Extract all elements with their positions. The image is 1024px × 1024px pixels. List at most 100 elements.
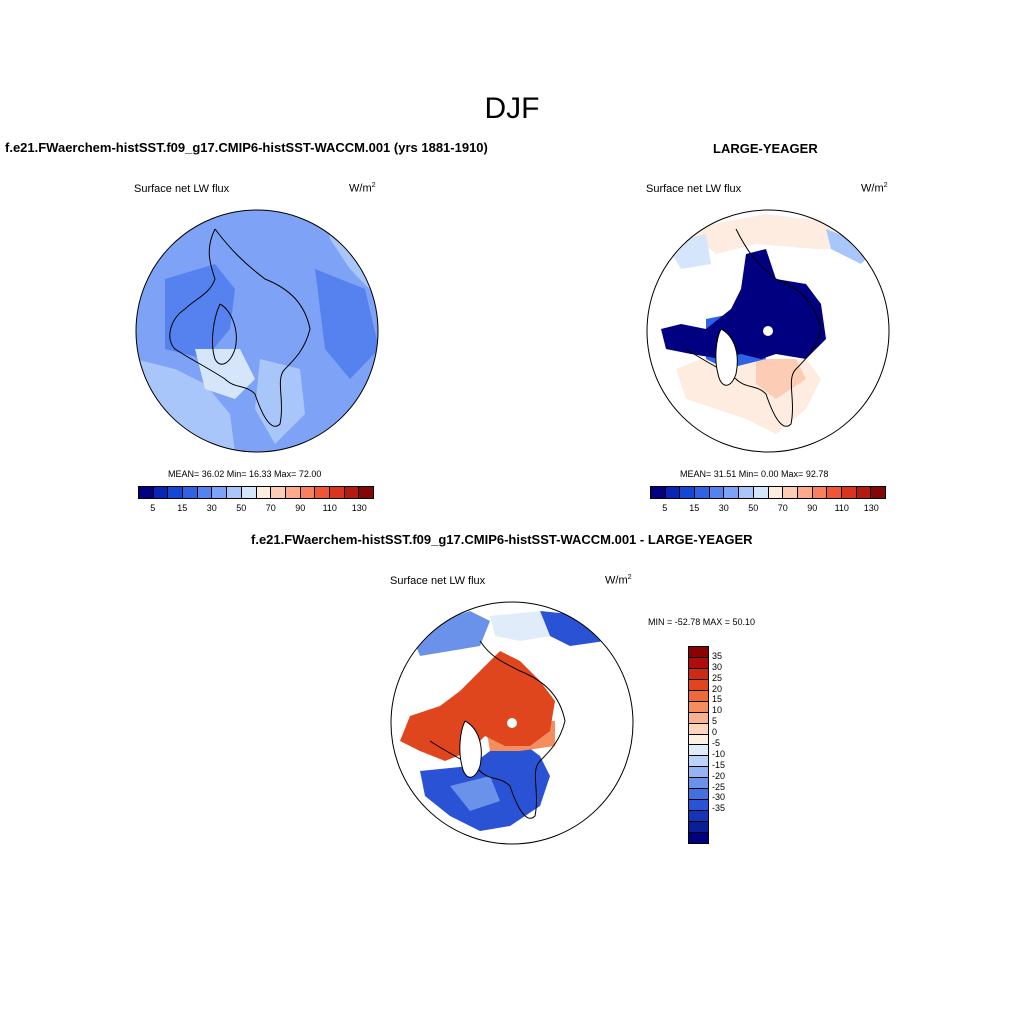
diff-map-coastline (429, 640, 566, 819)
diff-polar-map (390, 601, 634, 845)
right-units-label: W/m2 (861, 182, 888, 195)
left-polar-map (135, 209, 379, 453)
colorbar-box (689, 668, 708, 680)
left-map-coastline (169, 228, 311, 427)
colorbar-tick-label: 130 (351, 503, 367, 513)
left-panel-title: f.e21.FWaerchem-histSST.f09_g17.CMIP6-hi… (5, 140, 488, 155)
colorbar-tick-label: 10 (712, 705, 723, 716)
diff-map-region-cold-s2 (450, 776, 500, 811)
colorbar-box (689, 832, 708, 843)
figure-title: DJF (484, 92, 540, 125)
colorbar-box (856, 487, 872, 498)
colorbar-box (168, 487, 184, 498)
colorbar-box (665, 487, 681, 498)
colorbar-tick-label: 5 (662, 503, 668, 513)
right-colorbar (650, 486, 886, 499)
diff-variable-label: Surface net LW flux (390, 575, 486, 587)
colorbar-box (689, 679, 708, 691)
colorbar-box (315, 487, 330, 498)
colorbar-box (689, 822, 708, 833)
colorbar-box (689, 723, 708, 735)
colorbar-box (256, 487, 272, 498)
colorbar-tick-label: -10 (712, 748, 726, 759)
colorbar-tick-label: -35 (712, 803, 726, 814)
colorbar-box (689, 690, 708, 702)
colorbar-box (689, 811, 708, 822)
colorbar-box (271, 487, 286, 498)
colorbar-tick-label: 110 (322, 503, 337, 513)
left-map-region-dark (165, 264, 235, 359)
colorbar-box (768, 487, 784, 498)
colorbar-box (689, 712, 708, 724)
colorbar-box (329, 487, 345, 498)
diff-map-pole-hole (507, 718, 517, 728)
left-units-label: W/m2 (349, 182, 376, 195)
colorbar-box (689, 701, 708, 713)
colorbar-box (300, 487, 316, 498)
colorbar-box (827, 487, 842, 498)
right-stats: MEAN= 31.51 Min= 0.00 Max= 92.78 (680, 469, 829, 479)
left-map-coastline-greenland (212, 303, 237, 365)
colorbar-box (680, 487, 696, 498)
colorbar-tick-label: -15 (712, 759, 726, 770)
colorbar-box (689, 789, 708, 801)
colorbar-tick-label: 15 (177, 503, 188, 513)
colorbar-box (183, 487, 198, 498)
left-colorbar (138, 486, 374, 499)
colorbar-tick-label: 30 (718, 503, 729, 513)
colorbar-box (689, 657, 708, 669)
colorbar-box (651, 487, 666, 498)
colorbar-tick-label: 130 (863, 503, 879, 513)
colorbar-tick-label: -25 (712, 781, 726, 792)
colorbar-box (695, 487, 710, 498)
left-stats: MEAN= 36.02 Min= 16.33 Max= 72.00 (168, 469, 322, 479)
right-variable-label: Surface net LW flux (646, 183, 742, 195)
colorbar-box (227, 487, 242, 498)
colorbar-box (241, 487, 257, 498)
colorbar-box (753, 487, 769, 498)
right-panel-title: LARGE-YEAGER (713, 141, 818, 156)
colorbar-box (359, 487, 373, 498)
colorbar-tick-label: 35 (712, 650, 723, 661)
colorbar-box (689, 745, 708, 757)
colorbar-tick-label: 110 (834, 503, 849, 513)
colorbar-tick-label: 70 (265, 503, 276, 513)
colorbar-box (212, 487, 228, 498)
diff-panel-title: f.e21.FWaerchem-histSST.f09_g17.CMIP6-hi… (251, 532, 753, 547)
left-variable-label: Surface net LW flux (134, 183, 230, 195)
colorbar-tick-label: 15 (712, 694, 723, 705)
colorbar-box (344, 487, 360, 498)
colorbar-box (285, 487, 301, 498)
diff-map-region-cold-n (410, 611, 490, 656)
right-polar-map (646, 209, 890, 453)
right-map-region-warm-s2 (756, 359, 806, 399)
colorbar-tick-label: -20 (712, 770, 726, 781)
diff-units-label: W/m2 (605, 574, 632, 587)
right-map-coastline-greenland (715, 328, 738, 386)
colorbar-tick-label: 5 (712, 716, 718, 727)
colorbar-tick-label: 90 (295, 503, 306, 513)
colorbar-tick-label: 15 (689, 503, 700, 513)
colorbar-box (689, 756, 708, 768)
colorbar-box (739, 487, 754, 498)
colorbar-box (841, 487, 857, 498)
diff-colorbar (688, 646, 709, 844)
colorbar-box (783, 487, 798, 498)
colorbar-box (797, 487, 813, 498)
colorbar-box (197, 487, 213, 498)
colorbar-tick-label: 50 (748, 503, 759, 513)
diff-colorbar-ticks: 35 30 25 20 15 10 5 0 -5 -10 -15 -20 -25 -30 -35 (712, 646, 752, 842)
colorbar-box (724, 487, 740, 498)
colorbar-tick-label: 70 (777, 503, 788, 513)
colorbar-tick-label: -30 (712, 792, 726, 803)
colorbar-box (689, 647, 708, 658)
diff-map-region-pale-n (490, 611, 550, 641)
colorbar-tick-label: 20 (712, 683, 723, 694)
colorbar-box (153, 487, 169, 498)
diff-map-region-warm (400, 651, 555, 761)
right-colorbar-ticks: 5 15 30 50 70 90 110 130 (650, 503, 886, 515)
colorbar-tick-label: 5 (150, 503, 156, 513)
colorbar-box (689, 778, 708, 790)
colorbar-tick-label: 30 (712, 661, 723, 672)
colorbar-tick-label: -5 (712, 738, 721, 748)
